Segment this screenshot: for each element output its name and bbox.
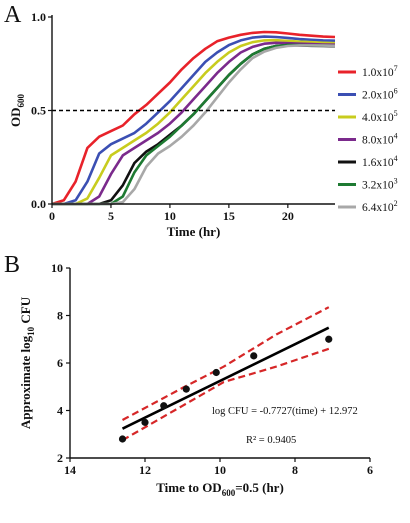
legend-entry: 6.4x102 bbox=[362, 199, 398, 214]
panel-b-letter: B bbox=[4, 252, 20, 278]
data-point bbox=[160, 402, 168, 410]
r-squared-label: R² = 0.9405 bbox=[246, 435, 296, 446]
data-points bbox=[118, 335, 333, 443]
x-tick-label: 10 bbox=[214, 463, 226, 477]
data-point bbox=[250, 352, 258, 360]
y-tick-label: 0.0 bbox=[31, 197, 46, 211]
x-tick-label: 15 bbox=[223, 209, 235, 223]
panel-a-ylabel-main: OD bbox=[8, 108, 23, 128]
y-tick-label: 2 bbox=[57, 451, 63, 465]
confidence-band-lower bbox=[121, 347, 330, 442]
x-tick-label: 20 bbox=[282, 209, 294, 223]
x-tick-label: 6 bbox=[367, 463, 373, 477]
growth-curve-4 bbox=[52, 41, 336, 206]
panel-b-x-ticks: 14 12 10 8 6 bbox=[64, 458, 373, 477]
panel-b-xlabel-main: Time to OD bbox=[156, 480, 221, 495]
panel-a-letter: A bbox=[4, 2, 22, 28]
growth-curve-3 bbox=[52, 38, 336, 206]
legend-entry: 1.6x104 bbox=[362, 154, 398, 169]
x-tick-label: 10 bbox=[164, 209, 176, 223]
panel-b-xlabel-tail: =0.5 (hr) bbox=[235, 480, 284, 495]
legend-entry: 3.2x103 bbox=[362, 177, 398, 192]
data-point bbox=[182, 385, 190, 393]
growth-curve-series bbox=[51, 30, 336, 206]
y-tick-label: 1.0 bbox=[31, 10, 46, 24]
data-point bbox=[118, 435, 127, 443]
panel-b-ylabel-sub: 10 bbox=[26, 326, 36, 336]
panel-a-legend: 1.0x107 2.0x106 4.0x105 8.0x104 1.6x104 3.2x1… bbox=[338, 64, 398, 214]
x-tick-label: 5 bbox=[108, 209, 114, 223]
panel-a-y-axis-title: OD600 bbox=[8, 94, 26, 128]
panel-b-x-axis-title: Time to OD600=0.5 (hr) bbox=[156, 480, 284, 498]
x-tick-label: 12 bbox=[139, 463, 151, 477]
y-tick-label: 4 bbox=[57, 404, 63, 418]
x-tick-label: 8 bbox=[292, 463, 298, 477]
y-tick-label: 10 bbox=[51, 261, 63, 275]
legend-entry: 1.0x107 bbox=[362, 64, 398, 79]
growth-curve-1 bbox=[51, 30, 336, 206]
panel-a-y-ticks: 0.0 0.5 1.0 bbox=[31, 10, 52, 211]
legend-entry: 2.0x106 bbox=[362, 87, 398, 102]
panel-b-axes bbox=[69, 268, 370, 459]
growth-curve-2 bbox=[52, 35, 336, 206]
y-tick-label: 8 bbox=[57, 309, 63, 323]
panel-a-ylabel-sub: 600 bbox=[16, 94, 26, 108]
data-point bbox=[212, 368, 220, 377]
panel-a-growth-curves: 0 5 10 15 20 0.0 0.5 1.0 Time (hr) OD600 1.0x1… bbox=[8, 10, 398, 239]
x-tick-label: 0 bbox=[49, 209, 55, 223]
y-tick-label: 6 bbox=[57, 356, 63, 370]
confidence-band-upper bbox=[121, 306, 330, 421]
regression-fit-line bbox=[121, 326, 330, 430]
growth-curve-7 bbox=[52, 44, 336, 206]
panel-b-y-axis-title: Approximate log10 CFU bbox=[18, 296, 36, 429]
legend-entry: 8.0x104 bbox=[362, 132, 398, 147]
data-point bbox=[325, 335, 333, 343]
data-point bbox=[141, 418, 149, 426]
panel-b-ylabel-tail: CFU bbox=[18, 296, 33, 327]
panel-b-xlabel-sub: 600 bbox=[222, 488, 236, 498]
legend-entry: 4.0x105 bbox=[362, 109, 398, 124]
regression-equation: log CFU = -0.7727(time) + 12.972 bbox=[212, 406, 358, 417]
x-tick-label: 14 bbox=[64, 463, 76, 477]
confidence-band bbox=[121, 306, 330, 442]
panel-b-y-ticks: 2 4 6 8 10 bbox=[51, 261, 70, 465]
y-tick-label: 0.5 bbox=[31, 104, 46, 118]
panel-a-x-ticks: 0 5 10 15 20 bbox=[49, 204, 294, 223]
panel-b-regression: 14 12 10 8 6 2 4 6 8 10 log CFU = -0.7727(time) … bbox=[18, 261, 373, 498]
panel-b-ylabel-main: Approximate log bbox=[18, 335, 33, 429]
panel-a-x-axis-title: Time (hr) bbox=[167, 224, 221, 239]
